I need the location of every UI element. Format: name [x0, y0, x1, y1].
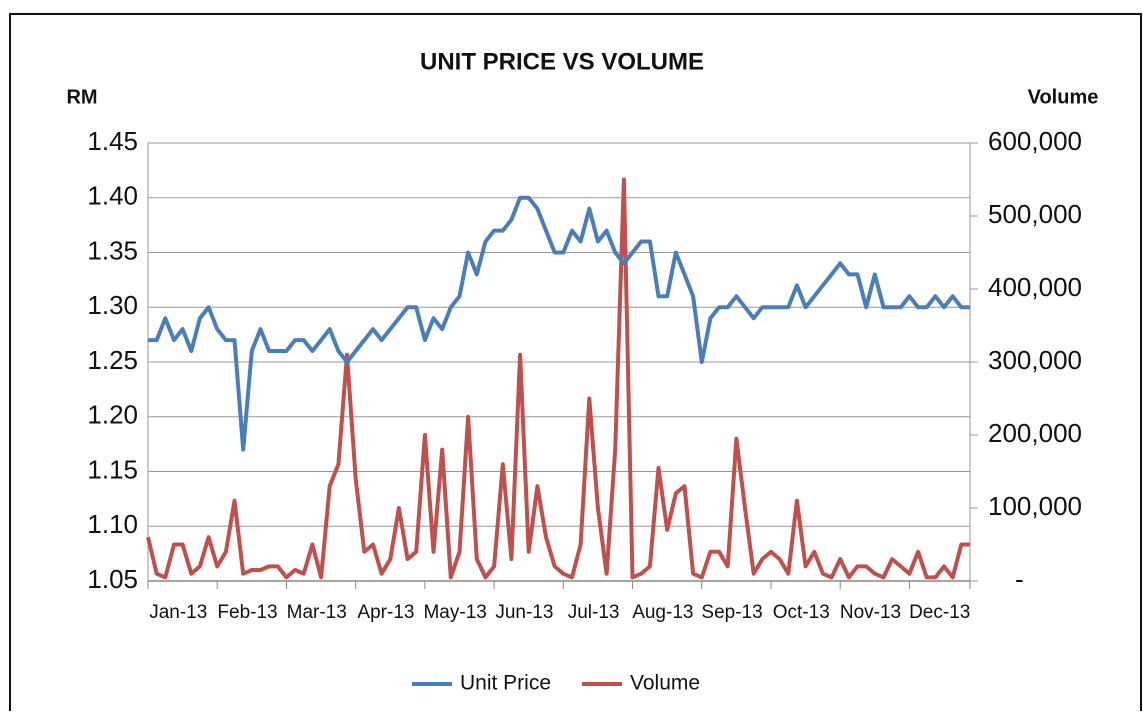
legend-label: Unit Price [460, 672, 551, 695]
y2-tick-label: - [1015, 564, 1024, 594]
y-tick-label: 1.05 [87, 564, 138, 594]
y-tick-label: 1.10 [87, 509, 138, 539]
x-tick-label: Oct-13 [773, 602, 830, 623]
x-tick-label: Feb-13 [217, 602, 277, 623]
y-tick-label: 1.25 [87, 345, 138, 375]
y-tick-label: 1.20 [87, 400, 138, 430]
chart-title: UNIT PRICE VS VOLUME [420, 48, 704, 75]
y-tick-label: 1.40 [87, 181, 138, 211]
x-tick-label: Dec-13 [909, 602, 970, 623]
legend-label: Volume [630, 672, 700, 695]
x-tick-label: Jul-13 [568, 602, 620, 623]
series-line [146, 177, 970, 580]
x-tick-label: Sep-13 [701, 602, 762, 623]
y2-tick-label: 400,000 [988, 272, 1082, 302]
x-tick-label: Apr-13 [357, 602, 414, 623]
y2-tick-label: 200,000 [988, 418, 1082, 448]
x-tick-label: Jan-13 [149, 602, 207, 623]
y-tick-label: 1.30 [87, 290, 138, 320]
x-tick-label: May-13 [423, 602, 486, 623]
y2-tick-label: 500,000 [988, 199, 1082, 229]
y-axis-label: RM [66, 86, 97, 108]
y-tick-label: 1.45 [87, 126, 138, 156]
y-tick-label: 1.35 [87, 235, 138, 265]
x-tick-label: Mar-13 [287, 602, 347, 623]
series-line [148, 195, 970, 452]
x-tick-label: Nov-13 [840, 602, 901, 623]
y2-tick-label: 600,000 [988, 126, 1082, 156]
y2-tick-label: 300,000 [988, 345, 1082, 375]
frame [9, 13, 1142, 711]
y-tick-label: 1.15 [87, 454, 138, 484]
x-tick-label: Jun-13 [495, 602, 553, 623]
x-tick-label: Aug-13 [632, 602, 693, 623]
y2-tick-label: 100,000 [988, 491, 1082, 521]
y2-axis-label: Volume [1028, 86, 1099, 108]
